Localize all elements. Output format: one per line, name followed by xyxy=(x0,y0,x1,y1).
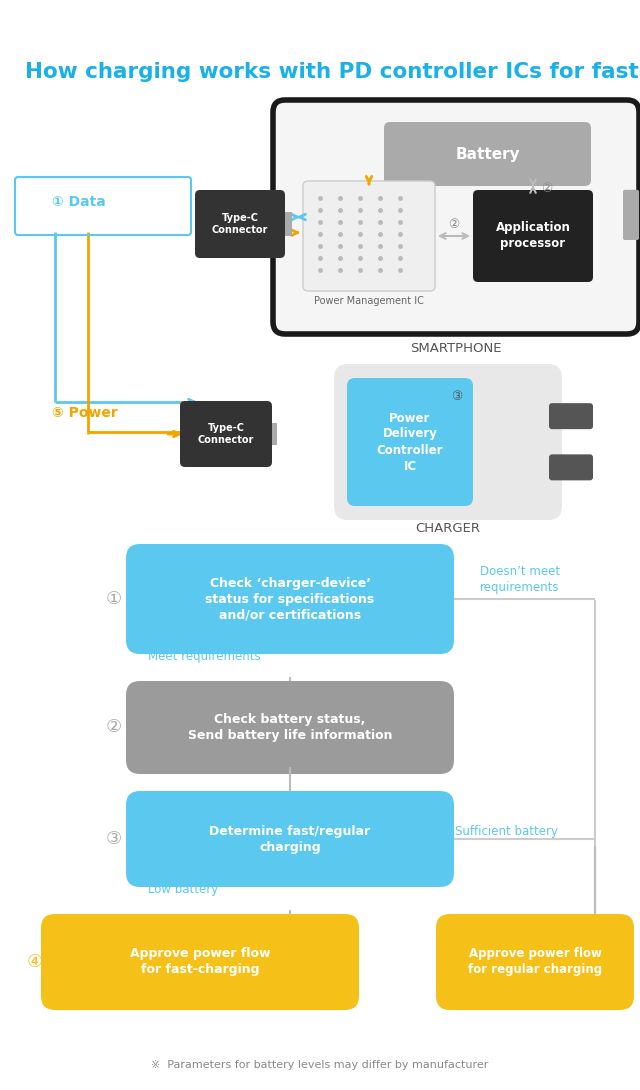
Text: Power
Delivery
Controller
IC: Power Delivery Controller IC xyxy=(377,412,444,472)
Text: ②: ② xyxy=(541,182,552,194)
Text: Type-C
Connector: Type-C Connector xyxy=(198,423,254,445)
FancyBboxPatch shape xyxy=(384,122,591,186)
Text: ⑤ Power: ⑤ Power xyxy=(52,405,118,420)
Bar xyxy=(280,213,292,235)
Text: How charging works with PD controller ICs for fast-charging: How charging works with PD controller IC… xyxy=(25,62,640,82)
Text: ①: ① xyxy=(106,590,122,608)
Text: ③: ③ xyxy=(451,390,463,403)
FancyBboxPatch shape xyxy=(549,403,593,429)
Text: Meet requirements: Meet requirements xyxy=(148,650,260,663)
Text: Check ‘charger-device’
status for specifications
and/or certifications: Check ‘charger-device’ status for specif… xyxy=(205,577,374,621)
FancyBboxPatch shape xyxy=(549,455,593,481)
Text: Determine fast/regular
charging: Determine fast/regular charging xyxy=(209,824,371,853)
Text: Sufficient battery: Sufficient battery xyxy=(455,824,558,837)
Text: ②: ② xyxy=(449,218,460,230)
FancyBboxPatch shape xyxy=(347,378,473,506)
Text: Doesn’t meet
requirements: Doesn’t meet requirements xyxy=(480,565,560,594)
FancyBboxPatch shape xyxy=(126,681,454,774)
Text: Low battery: Low battery xyxy=(148,883,218,896)
FancyBboxPatch shape xyxy=(180,401,272,467)
Text: ④: ④ xyxy=(27,953,43,971)
Text: ②: ② xyxy=(106,718,122,737)
Text: Approve power flow
for fast-charging: Approve power flow for fast-charging xyxy=(130,947,270,977)
FancyBboxPatch shape xyxy=(195,190,285,258)
Text: Battery: Battery xyxy=(455,146,520,161)
Text: Approve power flow
for regular charging: Approve power flow for regular charging xyxy=(468,947,602,977)
Text: Check battery status,
Send battery life information: Check battery status, Send battery life … xyxy=(188,713,392,742)
FancyBboxPatch shape xyxy=(436,915,634,1010)
FancyBboxPatch shape xyxy=(623,190,639,240)
Text: Power Management IC: Power Management IC xyxy=(314,296,424,306)
Text: CHARGER: CHARGER xyxy=(415,522,481,535)
FancyBboxPatch shape xyxy=(273,100,639,334)
FancyBboxPatch shape xyxy=(473,190,593,282)
Text: Application
processor: Application processor xyxy=(495,221,570,251)
Text: Type-C
Connector: Type-C Connector xyxy=(212,213,268,235)
Text: SMARTPHONE: SMARTPHONE xyxy=(410,342,502,355)
FancyBboxPatch shape xyxy=(126,544,454,654)
FancyBboxPatch shape xyxy=(303,181,435,291)
Text: ※  Parameters for battery levels may differ by manufacturer: ※ Parameters for battery levels may diff… xyxy=(151,1059,489,1070)
Text: ③: ③ xyxy=(106,829,122,848)
FancyBboxPatch shape xyxy=(126,791,454,887)
Text: ① Data: ① Data xyxy=(52,195,106,209)
FancyBboxPatch shape xyxy=(334,364,562,520)
FancyBboxPatch shape xyxy=(41,915,359,1010)
Bar xyxy=(267,423,277,445)
